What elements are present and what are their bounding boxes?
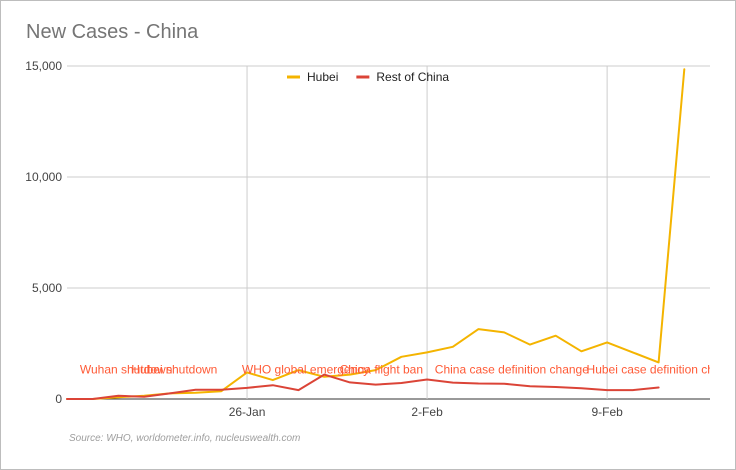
annotation-label: China case definition change: [435, 362, 589, 376]
x-axis: 26-Jan 2-Feb 9-Feb: [229, 405, 623, 419]
annotation-label: WHO global emergency: [242, 362, 369, 376]
annotation-label: Wuhan shutdown: [80, 362, 173, 376]
series-line-hubei: [66, 68, 686, 400]
annotation-label: Hubei shutdown: [131, 362, 217, 376]
x-tick-label: 9-Feb: [591, 405, 623, 419]
annotation-label: Hubei case definition change: [587, 362, 736, 376]
x-tick-label: 2-Feb: [411, 405, 443, 419]
y-tick-label: 0: [55, 392, 62, 406]
gridlines: [67, 65, 710, 400]
legend-label-rest-of-china: Rest of China: [376, 70, 449, 84]
y-axis: 0 5,000 10,000 15,000: [25, 59, 62, 406]
y-tick-label: 15,000: [25, 59, 62, 73]
legend: Hubei Rest of China: [287, 70, 449, 84]
legend-label-hubei: Hubei: [307, 70, 338, 84]
annotation-label: China flight ban: [340, 362, 423, 376]
y-tick-label: 10,000: [25, 170, 62, 184]
chart-title: New Cases - China: [26, 21, 199, 43]
chart-source: Source: WHO, worldometer.info, nucleuswe…: [69, 433, 301, 444]
series-lines: [66, 68, 686, 400]
series-line-rest-of-china: [66, 373, 660, 400]
y-tick-label: 5,000: [32, 281, 62, 295]
x-tick-label: 26-Jan: [229, 405, 266, 419]
